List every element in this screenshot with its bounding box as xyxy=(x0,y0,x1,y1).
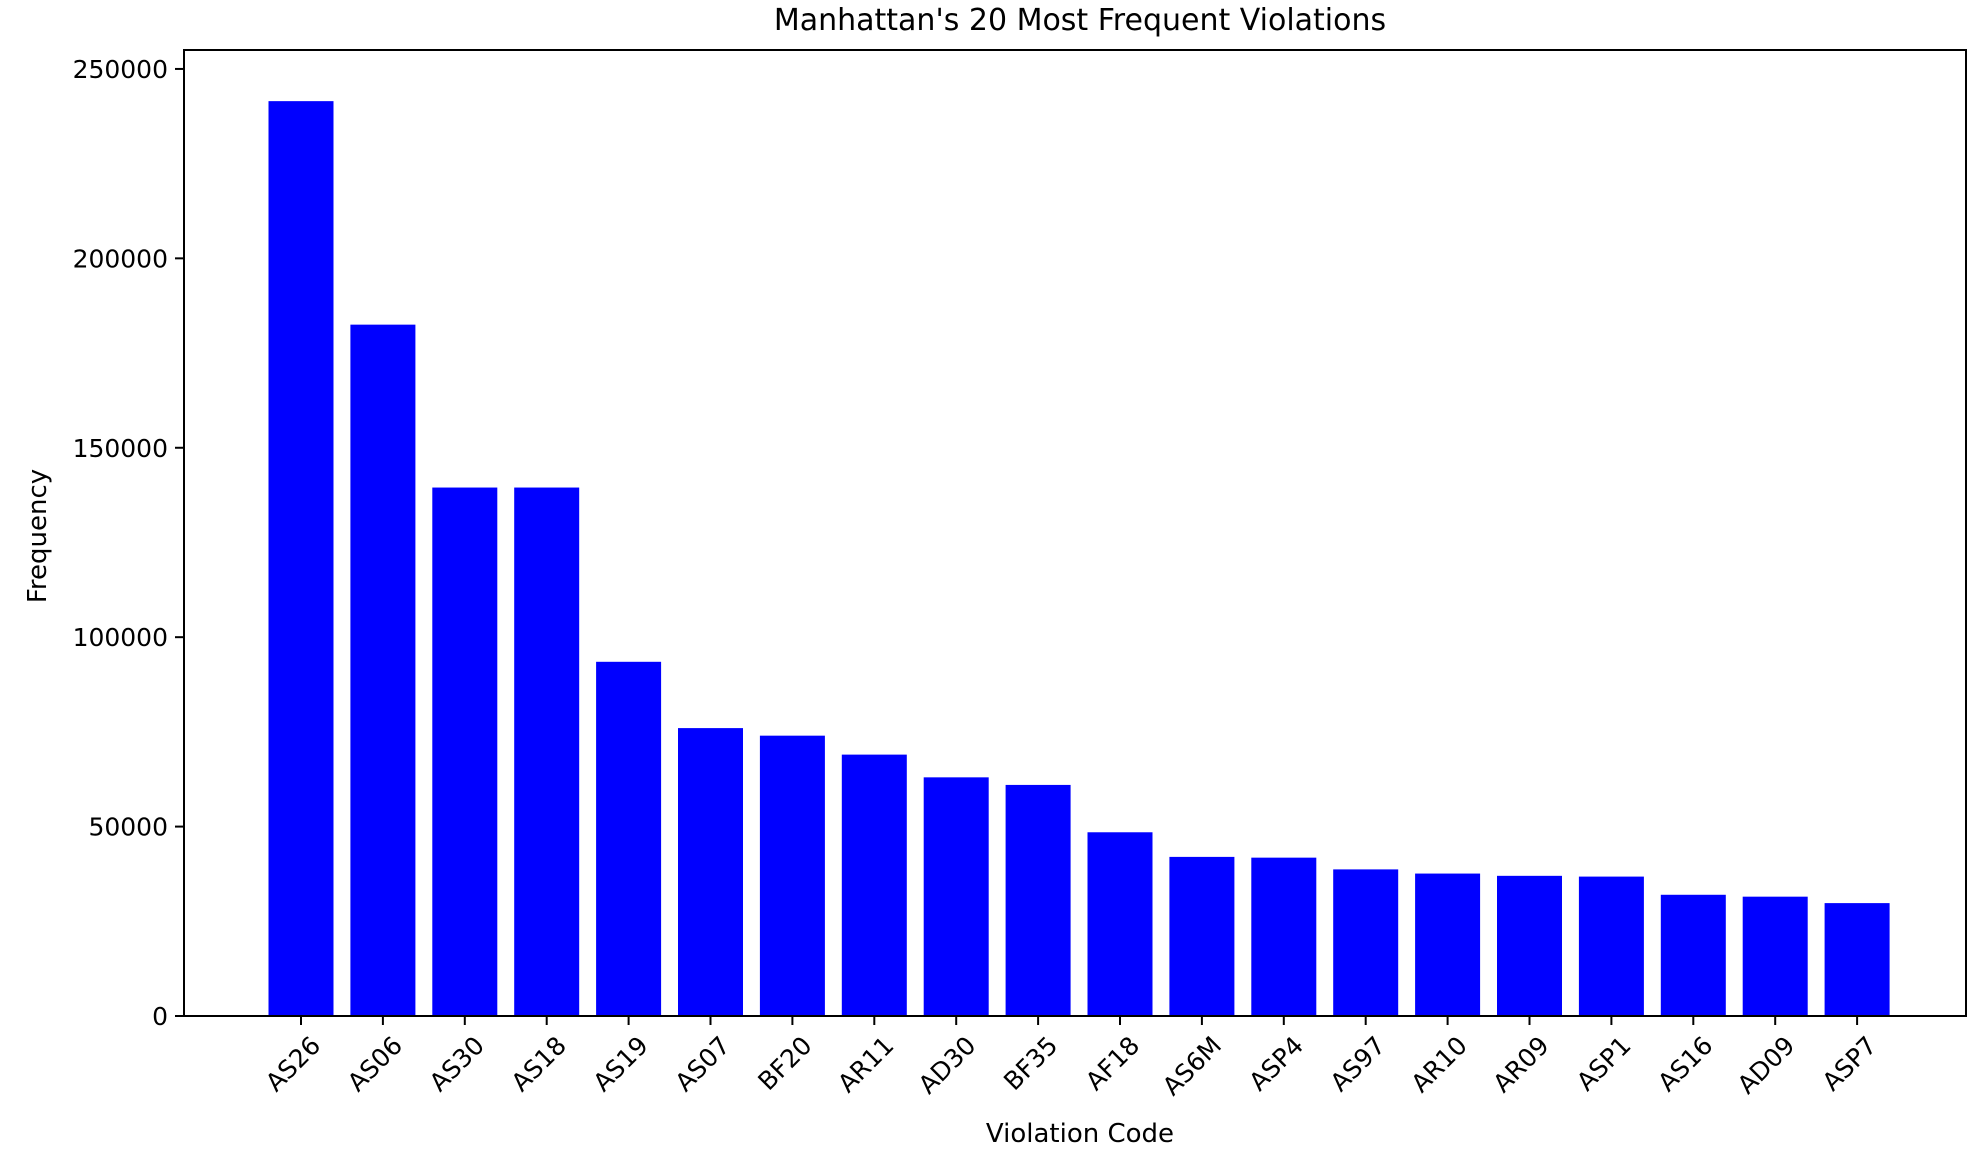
bar-as18 xyxy=(514,487,580,1017)
y-tick-label: 150000 xyxy=(73,434,168,463)
x-tick-label: AS6M xyxy=(1157,1031,1227,1101)
x-tick-label: AS16 xyxy=(1652,1031,1718,1097)
x-tick-label: BF35 xyxy=(998,1031,1063,1096)
x-axis-label: Violation Code xyxy=(986,1119,1174,1149)
bar-ar11 xyxy=(841,754,907,1016)
y-tick-label: 50000 xyxy=(88,813,168,842)
bar-as16 xyxy=(1660,894,1726,1016)
y-tick-label: 250000 xyxy=(73,55,168,84)
x-tick-label: AR10 xyxy=(1405,1031,1472,1098)
x-tick-label: ASP1 xyxy=(1571,1031,1637,1097)
bar-asp7 xyxy=(1824,903,1890,1016)
x-tick-label: AS07 xyxy=(669,1031,735,1097)
plot-frame xyxy=(183,49,1967,1017)
bar-as19 xyxy=(596,661,662,1016)
bar-bf35 xyxy=(1005,784,1071,1016)
bar-bf20 xyxy=(759,735,825,1016)
x-tick-label: BF20 xyxy=(752,1031,817,1096)
x-tick-label: AS06 xyxy=(342,1031,408,1097)
x-tick-label: AD30 xyxy=(913,1031,982,1100)
x-tick-label: AS97 xyxy=(1325,1031,1391,1097)
bar-as07 xyxy=(678,728,743,1016)
x-tick-label: AS18 xyxy=(506,1031,572,1097)
bars-group xyxy=(268,101,1890,1017)
bar-ad09 xyxy=(1742,896,1808,1016)
bar-ar09 xyxy=(1497,875,1562,1016)
y-tick-label: 100000 xyxy=(73,623,168,652)
y-axis: 0 50000 100000 150000 200000 250000 xyxy=(73,55,184,1031)
y-tick-label: 200000 xyxy=(73,244,168,273)
bar-asp4 xyxy=(1251,857,1317,1016)
x-tick-label: AD09 xyxy=(1732,1031,1801,1100)
chart-title: Manhattan's 20 Most Frequent Violations xyxy=(774,3,1386,38)
x-tick-label: AS19 xyxy=(588,1031,654,1097)
bar-ad30 xyxy=(923,777,989,1016)
x-axis: AS26 AS06 AS30 AS18 AS19 AS07 BF20 AR11 AD30 BF35… xyxy=(260,1016,1882,1101)
x-tick-label: ASP4 xyxy=(1243,1031,1309,1097)
x-tick-label: ASP7 xyxy=(1817,1031,1883,1097)
bar-as30 xyxy=(432,487,498,1017)
bar-as6m xyxy=(1169,856,1235,1016)
bar-af18 xyxy=(1087,832,1153,1016)
y-axis-label: Frequency xyxy=(23,469,53,603)
x-tick-label: AS26 xyxy=(260,1031,326,1097)
bar-ar10 xyxy=(1415,873,1481,1016)
x-tick-label: AR11 xyxy=(832,1031,899,1098)
bar-as97 xyxy=(1333,869,1399,1016)
bar-asp1 xyxy=(1578,876,1644,1016)
x-tick-label: AR09 xyxy=(1487,1031,1554,1098)
bar-as06 xyxy=(350,324,416,1016)
y-tick-label: 0 xyxy=(152,1002,168,1031)
x-tick-label: AS30 xyxy=(424,1031,490,1097)
bar-as26 xyxy=(268,101,334,1016)
x-tick-label: AF18 xyxy=(1080,1031,1145,1096)
